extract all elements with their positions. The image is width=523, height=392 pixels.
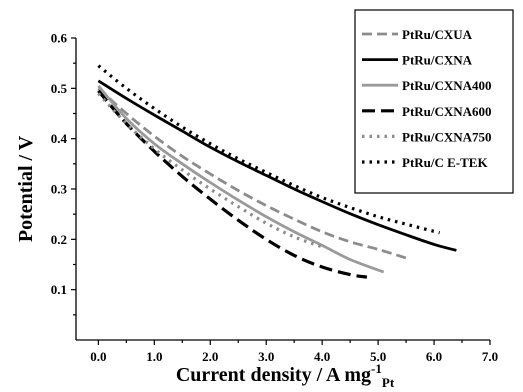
x-tick-label: 5.0 xyxy=(370,349,386,364)
x-tick-label: 0.0 xyxy=(90,349,106,364)
x-tick-label: 1.0 xyxy=(146,349,162,364)
plot-area: 0.0 1.0 2.0 3.0 4.0 5.0 6.0 7.0 0.1 0.2 0.3 0.4 0.5 0… xyxy=(51,31,498,365)
y-tick-label: 0.4 xyxy=(51,131,68,146)
series-lines xyxy=(97,64,457,279)
x-tick-label: 7.0 xyxy=(482,349,498,364)
x-axis-label-subscript: Pt xyxy=(382,375,395,390)
legend-label-ptru-cxua: PtRu/CXUA xyxy=(402,27,473,42)
legend: PtRu/CXUA PtRu/CXNA PtRu/CXNA400 PtRu/CXNA6… xyxy=(354,9,514,194)
x-tick-label: 6.0 xyxy=(426,349,442,364)
series-line-ptru-cxna600 xyxy=(97,89,368,279)
series-line-ptru-cxna750 xyxy=(97,92,323,249)
legend-label-ptru-cxna: PtRu/CXNA xyxy=(402,53,473,68)
y-tick-label: 0.2 xyxy=(51,232,67,247)
y-tick-label: 0.6 xyxy=(51,31,68,46)
y-tick-label: 0.3 xyxy=(51,182,68,197)
series-line-ptru-cxna xyxy=(97,79,457,252)
series-line-ptru-cxua xyxy=(97,87,407,260)
y-tick-label: 0.1 xyxy=(51,282,67,297)
axis-ticks: 0.0 1.0 2.0 3.0 4.0 5.0 6.0 7.0 0.1 0.2 0.3 0.4 0.5 0… xyxy=(51,31,498,365)
series-line-ptru-cxna400 xyxy=(97,84,385,274)
legend-label-ptru-cxna750: PtRu/CXNA750 xyxy=(402,129,492,144)
x-axis-label-main: Current density / A mg xyxy=(176,364,371,386)
legend-box xyxy=(354,9,514,194)
x-axis-label: Current density / A mg-1Pt xyxy=(176,361,395,390)
x-axis-label-superscript: -1 xyxy=(371,361,382,376)
legend-items: PtRu/CXUA PtRu/CXNA PtRu/CXNA400 PtRu/CXNA6… xyxy=(362,27,492,170)
y-axis-label: Potential / V xyxy=(15,135,37,242)
x-tick-label: 2.0 xyxy=(202,349,218,364)
legend-label-ptru-cxna600: PtRu/CXNA600 xyxy=(402,104,492,119)
x-tick-label: 4.0 xyxy=(314,349,330,364)
y-tick-label: 0.5 xyxy=(51,81,68,96)
legend-label-ptru-cxna400: PtRu/CXNA400 xyxy=(402,78,492,93)
legend-label-ptru-c-e-tek: PtRu/C E-TEK xyxy=(402,155,488,170)
x-tick-label: 3.0 xyxy=(258,349,274,364)
